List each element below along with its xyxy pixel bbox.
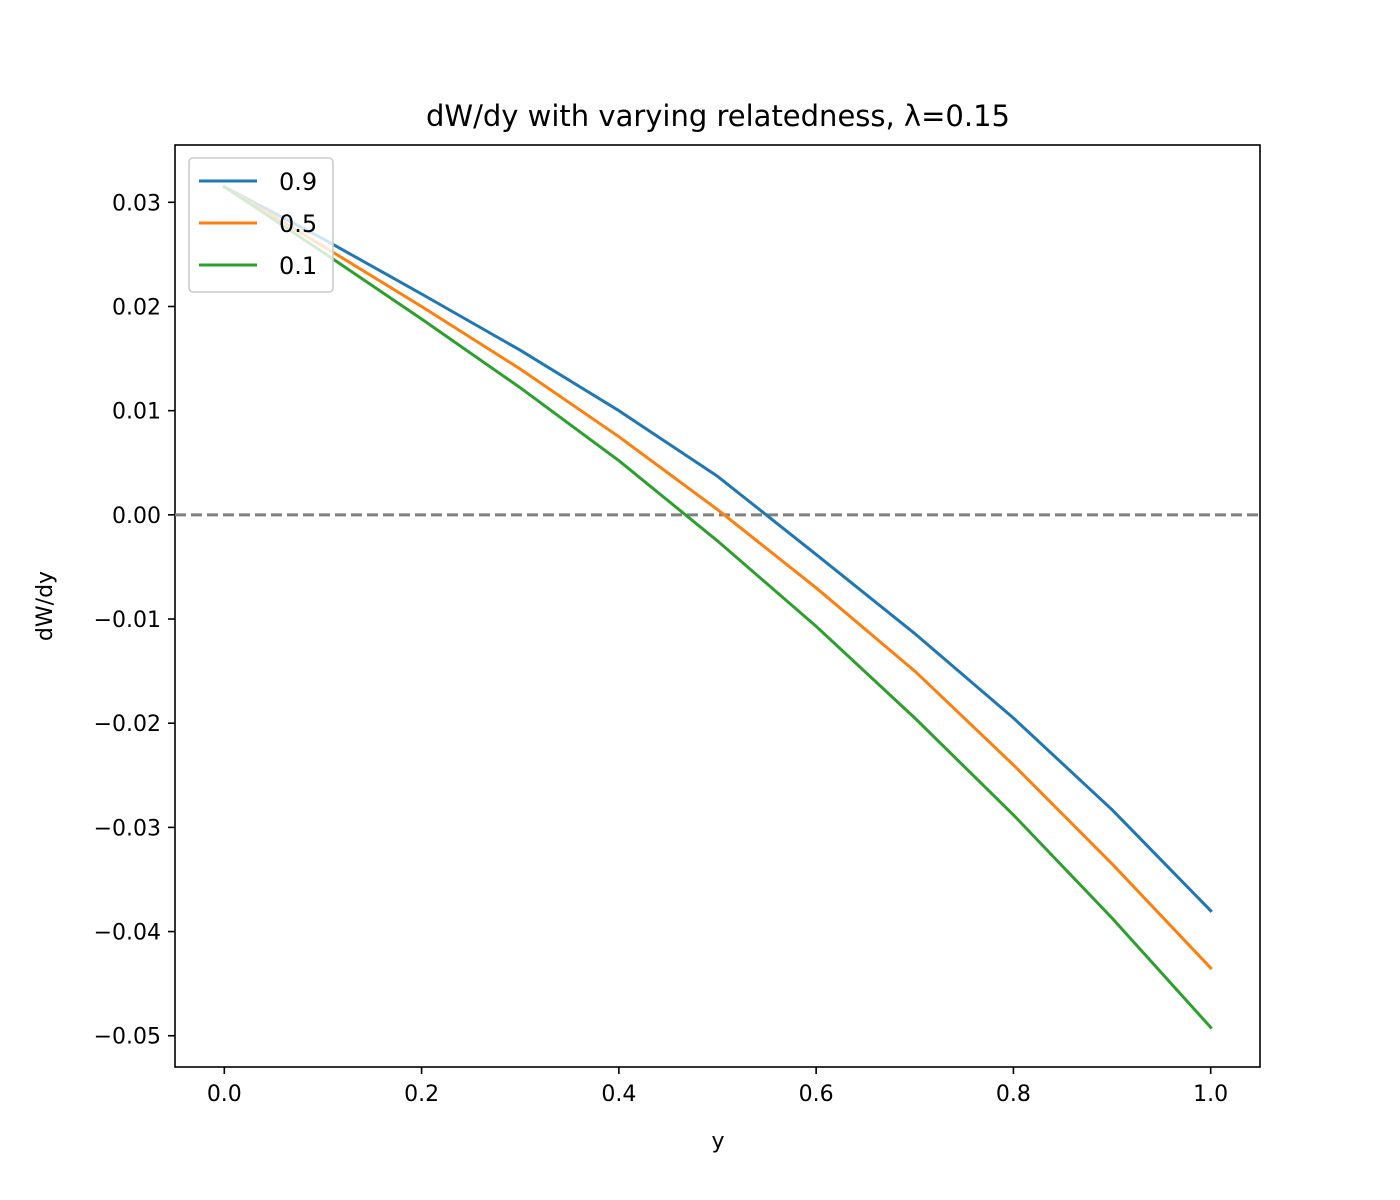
y-tick-label: −0.02: [94, 712, 161, 737]
series-line-0.1: [222, 184, 1213, 1030]
series-group: [222, 184, 1213, 1030]
x-axis-label: y: [711, 1129, 724, 1154]
y-axis: 0.03 0.02 0.01 0.00 −0.01 −0.02 −0.03 −0.04 −0.0…: [94, 191, 175, 1050]
y-tick-label: −0.03: [94, 816, 161, 841]
y-tick-label: 0.03: [112, 191, 161, 216]
x-tick-label: 0.4: [601, 1082, 636, 1107]
series-line-0.5: [222, 184, 1213, 971]
plot-frame: [174, 144, 1261, 1068]
y-tick-label: 0.02: [112, 295, 161, 320]
y-tick-label: −0.04: [94, 921, 161, 946]
y-axis-label: dW/dy: [33, 571, 58, 641]
y-tick-label: 0.01: [112, 400, 161, 425]
legend-label: 0.5: [279, 210, 317, 238]
legend-label: 0.1: [279, 252, 317, 280]
y-tick-label: 0.00: [112, 504, 161, 529]
y-tick-label: −0.05: [94, 1025, 161, 1050]
x-tick-label: 0.2: [404, 1082, 439, 1107]
legend-box: [188, 157, 334, 293]
chart-title: dW/dy with varying relatedness, λ=0.15: [426, 99, 1010, 133]
x-tick-label: 1.0: [1193, 1082, 1228, 1107]
x-tick-label: 0.6: [799, 1082, 834, 1107]
legend-label: 0.9: [279, 168, 317, 196]
legend: 0.9 0.5 0.1: [188, 157, 334, 293]
x-tick-label: 0.8: [996, 1082, 1031, 1107]
series-line-0.9: [222, 184, 1213, 913]
y-tick-label: −0.01: [94, 608, 161, 633]
x-tick-label: 0.0: [207, 1082, 242, 1107]
x-axis: 0.0 0.2 0.4 0.6 0.8 1.0: [207, 1067, 1228, 1107]
